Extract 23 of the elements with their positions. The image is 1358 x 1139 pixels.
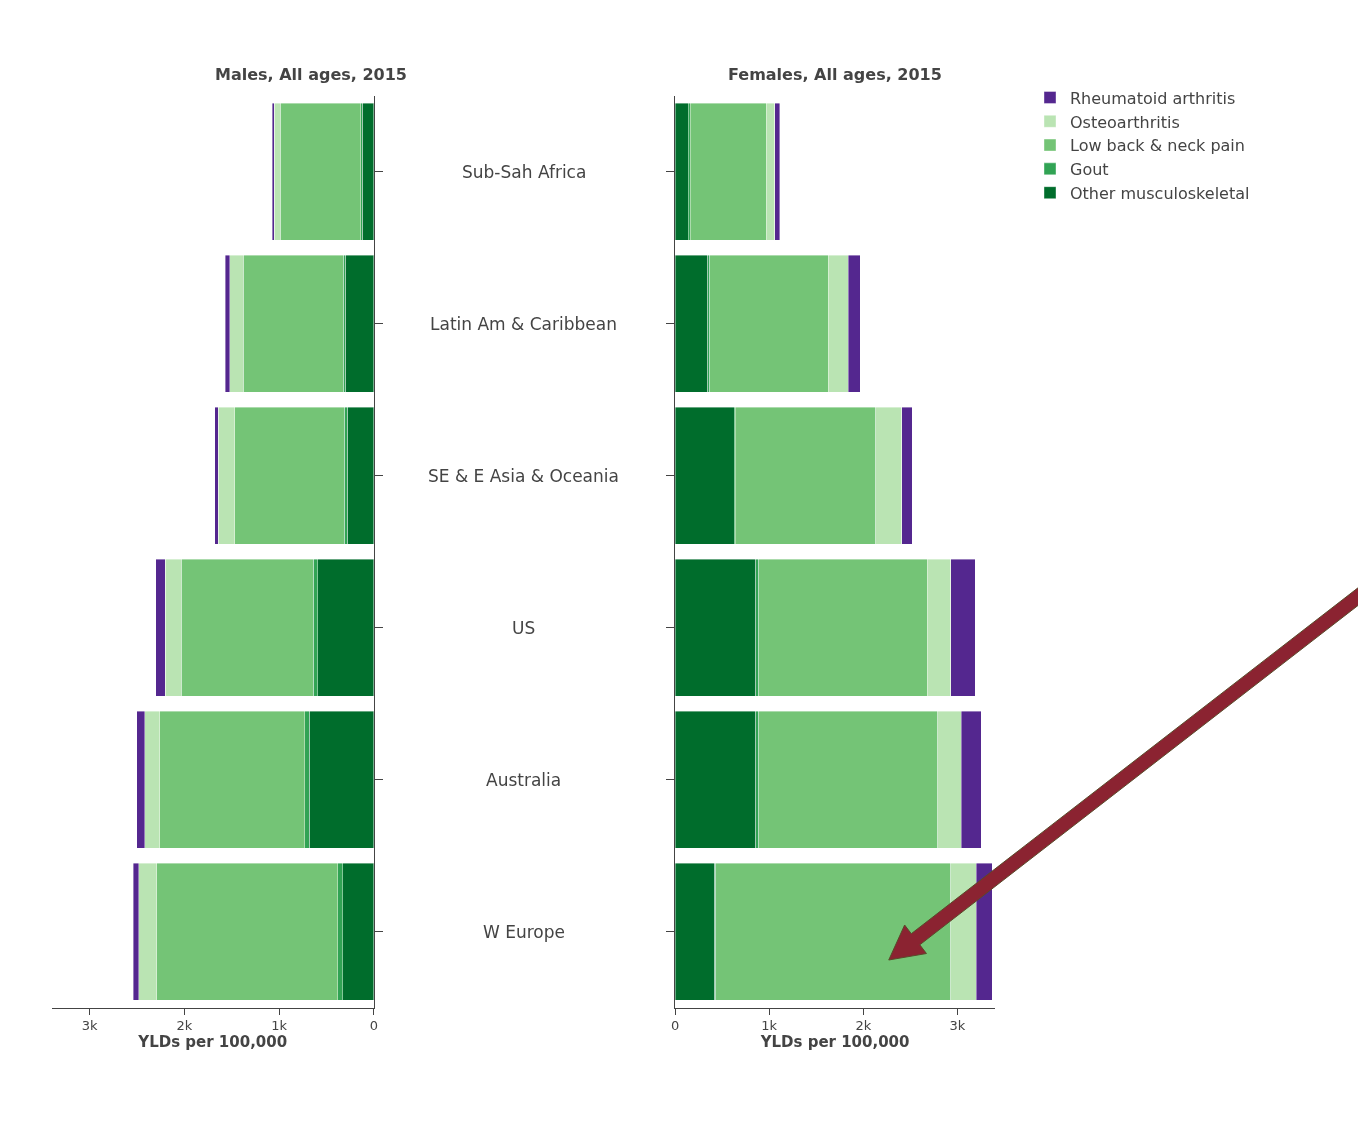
x-axis-title: YLDs per 100,000 [759, 1033, 910, 1052]
legend-label: Osteoarthritis [1070, 112, 1180, 132]
legend-label: Gout [1070, 160, 1109, 180]
x-tick-label: 2k [176, 1018, 193, 1034]
y-tick-label: US [512, 618, 536, 638]
y-tick-label: Latin Am & Caribbean [430, 314, 617, 334]
x-tick-label: 0 [369, 1018, 378, 1034]
x-tick-label: 3k [81, 1018, 98, 1034]
y-tick-label: SE & E Asia & Oceania [428, 466, 619, 486]
legend-label: Other musculoskeletal [1070, 183, 1250, 203]
x-tick-label: 1k [271, 1018, 288, 1034]
chart-title: Females, All ages, 2015 [728, 65, 942, 84]
x-tick-label: 1k [761, 1018, 778, 1034]
y-tick-label: Australia [486, 770, 562, 790]
y-tick-label: W Europe [483, 922, 565, 942]
legend-label: Low back & neck pain [1070, 136, 1245, 156]
x-tick-label: 2k [855, 1018, 872, 1034]
x-tick-label: 0 [670, 1018, 680, 1034]
chart-title: Males, All ages, 2015 [215, 65, 407, 84]
legend-label: Rheumatoid arthritis [1070, 88, 1236, 108]
x-axis-title: YLDs per 100,000 [137, 1033, 288, 1052]
y-tick-label: Sub-Sah Africa [462, 162, 587, 182]
x-tick-label: 3k [949, 1018, 966, 1034]
